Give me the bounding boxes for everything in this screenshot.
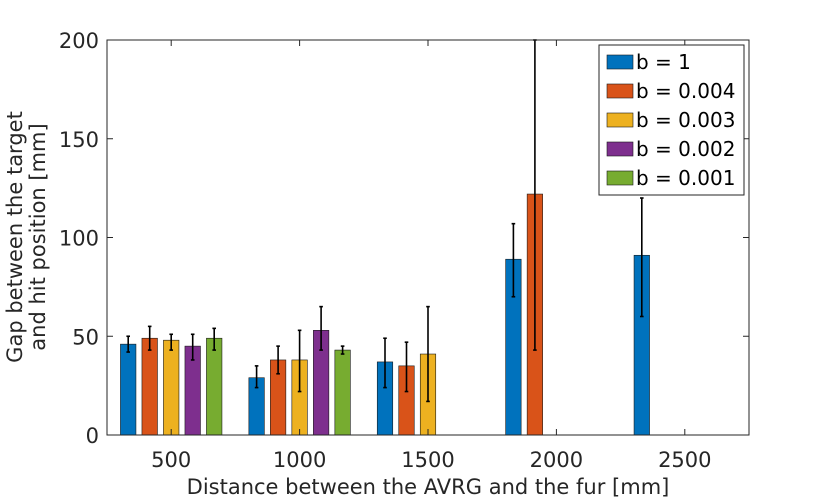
error-bar-1-500 bbox=[147, 325, 152, 351]
legend-label: b = 0.003 bbox=[636, 108, 735, 132]
bar-b0.001-500 bbox=[206, 337, 223, 436]
bar-b0.003-500 bbox=[163, 339, 180, 436]
x-tick-label: 500 bbox=[151, 448, 191, 472]
error-bar-3-1000 bbox=[319, 305, 323, 351]
error-bar-2-1000 bbox=[297, 329, 302, 393]
legend-label: b = 0.001 bbox=[636, 166, 735, 190]
error-bar-2-500 bbox=[169, 333, 173, 351]
x-axis-title: Distance between the AVRG and the fur [m… bbox=[187, 475, 670, 498]
legend-swatch bbox=[606, 112, 634, 128]
error-bar-0-2000 bbox=[511, 222, 516, 298]
error-bar-0-1000 bbox=[254, 365, 259, 389]
error-bar-0-2500 bbox=[640, 197, 644, 318]
legend-label: b = 0.004 bbox=[636, 79, 735, 103]
y-axis-title: Gap between the target and hit position … bbox=[3, 111, 50, 363]
error-bar-0-500 bbox=[126, 335, 130, 353]
x-tick-label: 1000 bbox=[273, 448, 326, 472]
x-tick-label: 2000 bbox=[530, 448, 583, 472]
x-tick-label: 1500 bbox=[401, 448, 454, 472]
bars-layer bbox=[120, 193, 650, 436]
legend-swatch bbox=[606, 83, 634, 99]
legend-item: b = 0.004 bbox=[606, 79, 735, 103]
legend-swatch bbox=[606, 54, 634, 70]
y-axis-title-line-2: and hit position [mm] bbox=[26, 123, 50, 350]
legend-item: b = 0.002 bbox=[606, 137, 735, 161]
y-tick-label: 50 bbox=[72, 325, 99, 349]
legend-label: b = 0.002 bbox=[636, 137, 735, 161]
error-bar-4-500 bbox=[212, 327, 216, 351]
y-axis-title-line-1: Gap between the target bbox=[3, 111, 27, 363]
bar-b0.001-1000 bbox=[334, 349, 351, 436]
bar-b1-500 bbox=[120, 343, 137, 436]
legend-item: b = 0.001 bbox=[606, 166, 735, 190]
error-bar-0-1500 bbox=[383, 337, 387, 389]
legend-item: b = 1 bbox=[606, 50, 691, 74]
error-bar-4-1000 bbox=[340, 345, 345, 355]
ticks-layer: 0 50 100 150 200 500 1000 1500 2000 2500 bbox=[59, 29, 749, 472]
error-bars-layer bbox=[126, 39, 644, 403]
y-tick-label: 0 bbox=[86, 424, 99, 448]
y-tick-label: 150 bbox=[59, 128, 99, 152]
error-bar-3-500 bbox=[190, 333, 195, 361]
x-tick-label: 2500 bbox=[658, 448, 711, 472]
legend-swatch bbox=[606, 170, 634, 186]
y-tick-label: 200 bbox=[59, 29, 99, 53]
bar-b0.004-500 bbox=[141, 337, 158, 436]
legend: b = 1 b = 0.004 b = 0.003 b = 0.002 b = 0.00… bbox=[598, 44, 745, 196]
legend-label: b = 1 bbox=[636, 50, 691, 74]
error-bar-1-1000 bbox=[276, 345, 280, 375]
y-tick-label: 100 bbox=[59, 227, 99, 251]
legend-item: b = 0.003 bbox=[606, 108, 735, 132]
legend-swatch bbox=[606, 141, 634, 157]
error-bar-1-1500 bbox=[404, 341, 409, 393]
error-bar-2-1500 bbox=[426, 305, 430, 403]
